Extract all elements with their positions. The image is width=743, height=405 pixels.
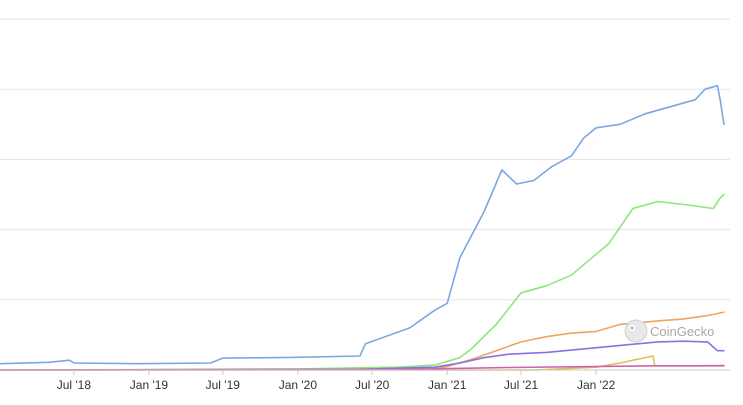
x-tick-label: Jan '22 (577, 378, 616, 392)
series-line-2 (0, 193, 725, 371)
series-lines (0, 84, 725, 371)
x-tick-label: Jan '21 (428, 378, 467, 392)
x-tick-label: Jan '20 (279, 378, 318, 392)
x-tick-label: Jul '18 (57, 378, 92, 392)
x-axis: Jul '18 Jan '19 Jul '19 Jan '20 Jul '20 Jan '… (0, 369, 730, 392)
x-tick-label: Jul '20 (355, 378, 390, 392)
gridlines (0, 18, 730, 301)
coingecko-watermark: CoinGecko (624, 319, 714, 343)
series-line-4 (0, 340, 725, 371)
x-tick-label: Jan '19 (130, 378, 169, 392)
x-tick-label: Jul '19 (206, 378, 241, 392)
series-line-3 (0, 311, 725, 371)
series-line-1 (0, 84, 725, 365)
x-tick-label: Jul '21 (504, 378, 539, 392)
coingecko-logo-icon (624, 319, 648, 343)
watermark-text: CoinGecko (650, 324, 714, 339)
